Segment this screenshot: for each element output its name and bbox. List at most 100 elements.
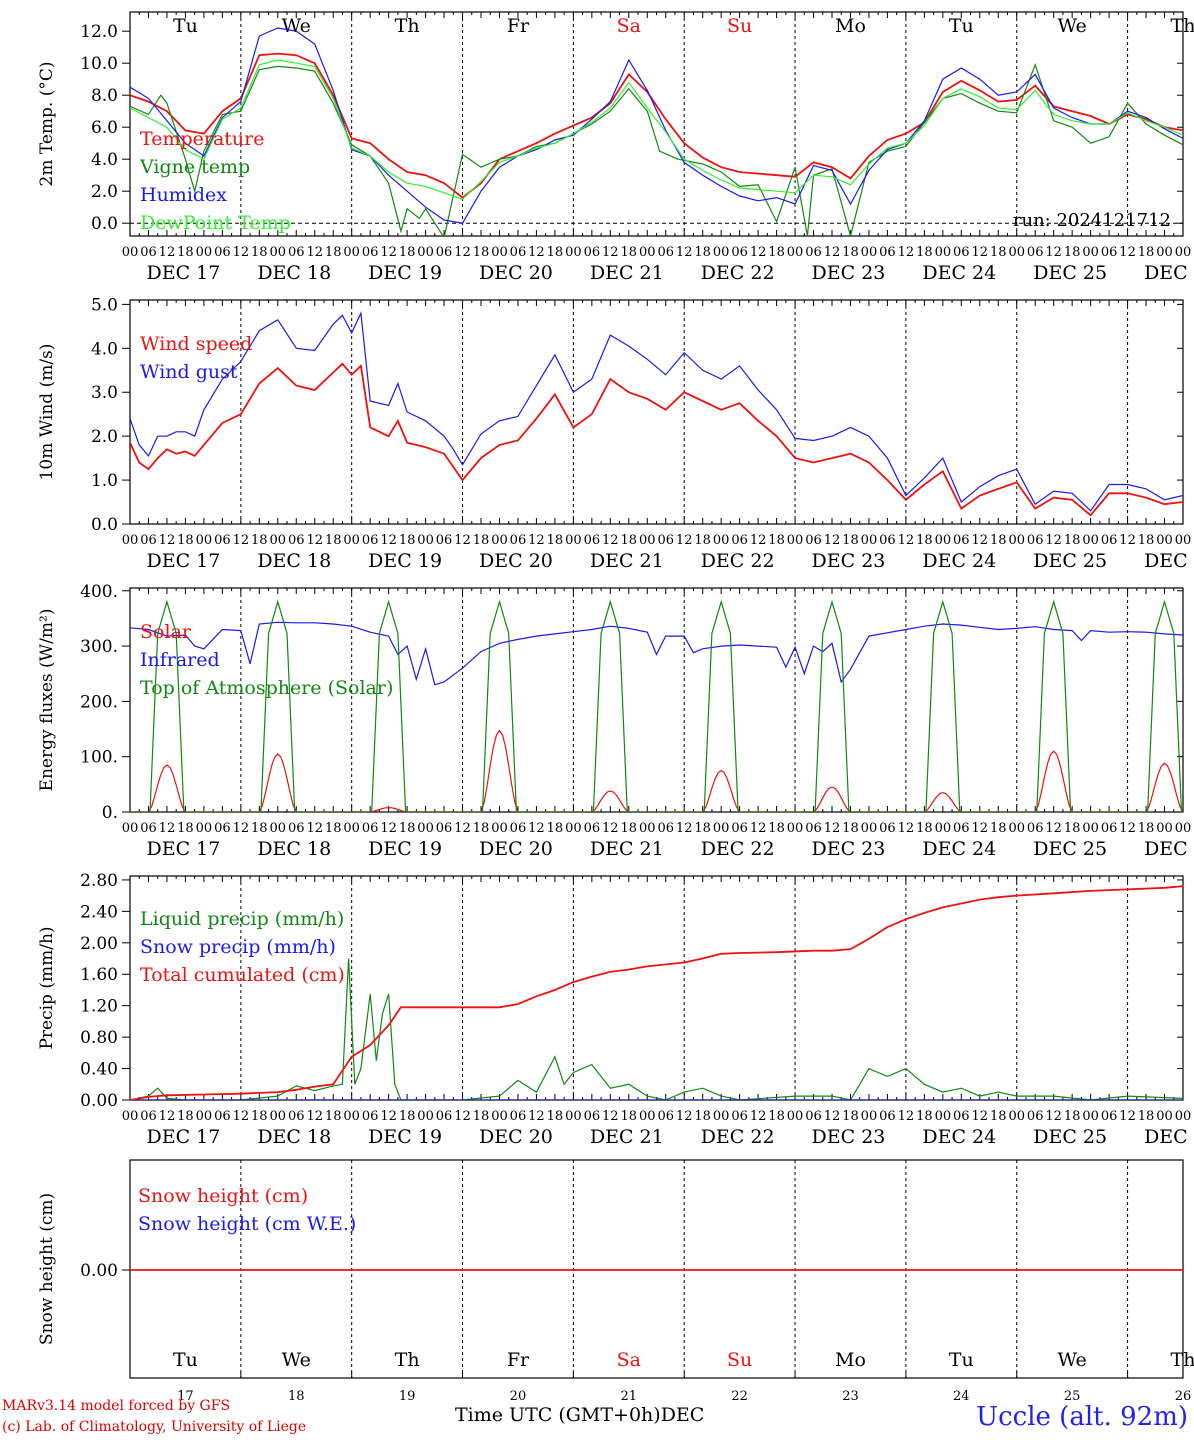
wind-x-hour-label: 00: [1156, 533, 1173, 548]
temp-y-tick-label: 10.0: [80, 54, 118, 74]
wind-date-label: DEC 20: [479, 550, 553, 572]
wind-x-hour-label: 18: [547, 533, 564, 548]
temp-x-hour-label: 06: [657, 245, 674, 260]
temp-x-hour-label: 12: [972, 245, 989, 260]
temp-x-hour-label: 06: [140, 245, 157, 260]
energy-x-hour-label: 06: [288, 821, 305, 836]
temp-legend-item: Temperature: [140, 128, 264, 150]
temp-x-hour-label: 18: [251, 245, 268, 260]
snow-legend-item: Snow height (cm): [138, 1185, 308, 1207]
precip-date-label: DEC 24: [922, 1126, 996, 1148]
precip-x-hour-label: 06: [584, 1109, 601, 1124]
energy-x-hour-label: 12: [1045, 821, 1062, 836]
temp-weekday-label: We: [282, 15, 311, 37]
precip-x-hour-label: 00: [491, 1109, 508, 1124]
temp-date-label: DEC 17: [146, 262, 220, 284]
temp-y-axis-label: 2m Temp. (°C): [37, 61, 57, 186]
temp-x-hour-label: 06: [214, 245, 231, 260]
temp-x-hour-label: 00: [1156, 245, 1173, 260]
temp-date-label: DEC 25: [1033, 262, 1107, 284]
temp-date-label: DEC 18: [257, 262, 331, 284]
wind-y-tick-label: 3.0: [91, 383, 118, 403]
temp-x-hour-label: 06: [510, 245, 527, 260]
temp-x-hour-label: 12: [159, 245, 176, 260]
credit-line-1: MARv3.14 model forced by GFS: [2, 1398, 231, 1414]
temp-date-label: DEC 24: [922, 262, 996, 284]
precip-x-hour-label: 12: [1119, 1109, 1136, 1124]
temp-legend-item: Vigne temp: [139, 156, 250, 178]
energy-x-hour-label: 12: [1119, 821, 1136, 836]
wind-x-hour-label: 00: [417, 533, 434, 548]
energy-x-hour-label: 12: [824, 821, 841, 836]
wind-x-hour-label: 00: [565, 533, 582, 548]
temp-x-hour-label: 12: [233, 245, 250, 260]
temp-x-hour-label: 00: [343, 245, 360, 260]
temp-x-hour-label: 18: [768, 245, 785, 260]
temp-x-hour-label: 18: [1064, 245, 1081, 260]
wind-x-hour-label: 00: [861, 533, 878, 548]
wind-x-hour-label: 18: [768, 533, 785, 548]
energy-x-hour-label: 00: [861, 821, 878, 836]
precip-x-hour-label: 12: [233, 1109, 250, 1124]
energy-x-hour-label: 06: [362, 821, 379, 836]
precip-x-hour-label: 06: [288, 1109, 305, 1124]
energy-date-label: DEC 22: [701, 838, 775, 860]
energy-x-hour-label: 00: [1175, 821, 1192, 836]
wind-x-hour-label: 18: [842, 533, 859, 548]
energy-x-hour-label: 12: [750, 821, 767, 836]
energy-x-hour-label: 18: [547, 821, 564, 836]
precip-x-hour-label: 06: [1027, 1109, 1044, 1124]
precip-y-axis-label: Precip (mm/h): [37, 926, 57, 1049]
wind-legend-item: Wind gust: [140, 361, 238, 383]
snow-weekday-label: Th: [395, 1349, 420, 1371]
precip-x-hour-label: 00: [1082, 1109, 1099, 1124]
precip-x-hour-label: 18: [990, 1109, 1007, 1124]
wind-x-hour-label: 06: [657, 533, 674, 548]
credit-line-2: (c) Lab. of Climatology, University of L…: [2, 1419, 307, 1435]
temp-legend-item: Humidex: [140, 184, 227, 206]
energy-x-hour-label: 06: [436, 821, 453, 836]
energy-x-hour-label: 00: [196, 821, 213, 836]
wind-legend-item: Wind speed: [140, 333, 252, 355]
temp-x-hour-label: 12: [824, 245, 841, 260]
precip-x-hour-label: 00: [270, 1109, 287, 1124]
wind-date-label: DEC 18: [257, 550, 331, 572]
temp-x-hour-label: 00: [1082, 245, 1099, 260]
wind-y-tick-label: 2.0: [91, 427, 118, 447]
energy-x-hour-label: 00: [639, 821, 656, 836]
energy-y-tick-label: 100.: [80, 748, 118, 768]
precip-x-hour-label: 00: [417, 1109, 434, 1124]
precip-legend-item: Total cumulated (cm): [140, 964, 345, 986]
temp-x-hour-label: 18: [325, 245, 342, 260]
snow-weekday-label: Su: [727, 1349, 752, 1371]
energy-x-hour-label: 06: [879, 821, 896, 836]
precip-date-label: DEC 23: [812, 1126, 886, 1148]
energy-y-tick-label: 400.: [80, 582, 118, 602]
wind-x-hour-label: 12: [898, 533, 915, 548]
precip-x-hour-label: 18: [547, 1109, 564, 1124]
precip-date-label: DEC 18: [257, 1126, 331, 1148]
snow-day-number: 22: [731, 1389, 748, 1404]
snow-day-number: 19: [399, 1389, 416, 1404]
energy-date-label: DEC 20: [479, 838, 553, 860]
temp-x-hour-label: 00: [122, 245, 139, 260]
precip-x-hour-label: 12: [528, 1109, 545, 1124]
temp-x-hour-label: 00: [787, 245, 804, 260]
wind-x-hour-label: 06: [879, 533, 896, 548]
precip-date-label: DEC 19: [368, 1126, 442, 1148]
wind-date-label: DEC 26: [1144, 550, 1194, 572]
precip-series-total-cumulated-cm-: [130, 885, 1183, 1100]
snow-day-number: 25: [1064, 1389, 1081, 1404]
precip-x-hour-label: 18: [916, 1109, 933, 1124]
energy-series-top-of-atmosphere-solar-: [130, 599, 1183, 812]
wind-date-label: DEC 19: [368, 550, 442, 572]
temp-date-label: DEC 21: [590, 262, 664, 284]
precip-x-hour-label: 00: [639, 1109, 656, 1124]
energy-date-label: DEC 17: [146, 838, 220, 860]
wind-x-hour-label: 12: [454, 533, 471, 548]
precip-date-label: DEC 21: [590, 1126, 664, 1148]
temp-date-label: DEC 20: [479, 262, 553, 284]
wind-x-hour-label: 12: [233, 533, 250, 548]
snow-weekday-label: Sa: [617, 1349, 641, 1371]
precip-date-label: DEC 20: [479, 1126, 553, 1148]
